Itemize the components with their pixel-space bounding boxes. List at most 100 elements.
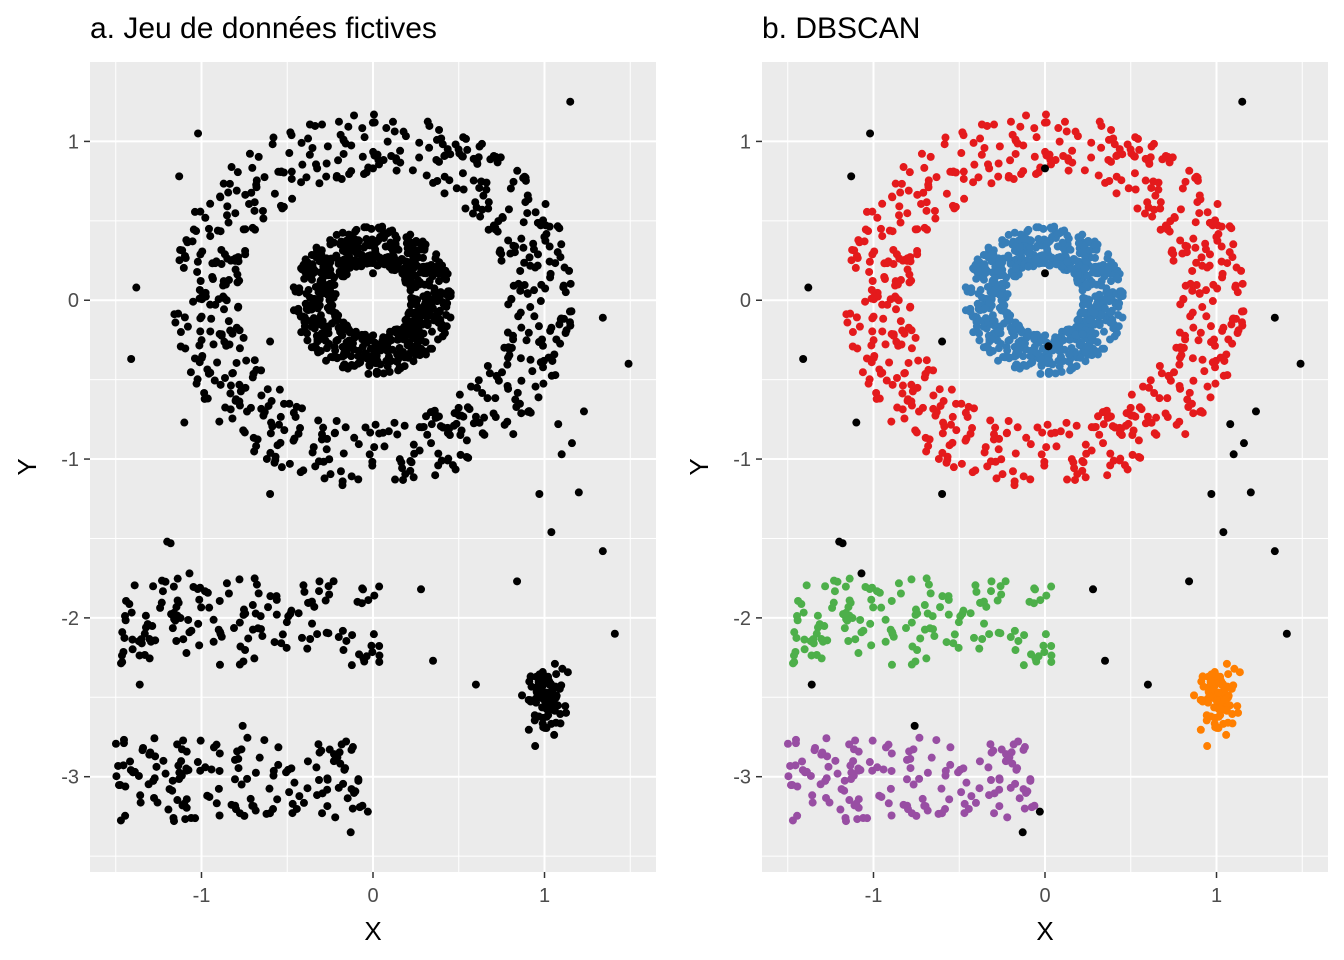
data-point [526,355,535,364]
data-point [888,193,897,202]
data-point [360,223,369,232]
data-point [1175,360,1184,369]
data-point [1032,223,1041,232]
data-point [485,369,494,378]
data-point [1187,399,1196,408]
data-point [338,481,347,490]
data-point [793,811,802,820]
data-point [859,626,868,635]
data-point [862,207,871,216]
data-point [561,288,570,297]
data-point [1203,742,1212,751]
data-point [524,695,533,704]
data-point [451,465,460,474]
data-point [189,225,198,234]
data-point [362,168,371,177]
data-point [550,730,559,739]
data-point [1185,166,1194,175]
data-point [1080,294,1089,303]
data-point [1106,308,1115,317]
data-point [260,736,269,745]
data-point [299,798,308,807]
data-point [907,575,916,584]
data-point [1179,295,1188,304]
data-point [855,322,864,331]
y-tick-label: -1 [61,449,79,471]
data-point [1022,433,1031,442]
data-point [824,762,833,771]
data-point [476,212,485,221]
data-point [332,253,341,262]
data-point [471,412,480,421]
data-point [1175,381,1184,390]
data-point [1013,423,1022,432]
data-point [961,408,970,417]
data-point [882,376,891,385]
data-point [480,413,489,422]
data-point [1212,232,1221,241]
data-point [360,243,369,252]
data-point [1052,442,1061,451]
data-point [336,467,345,476]
data-point [557,240,566,249]
data-point [536,297,545,306]
data-point [1203,263,1212,272]
data-point [474,153,483,162]
data-point [408,166,417,175]
data-point [551,259,560,268]
data-point [938,448,947,457]
data-point [1152,413,1161,422]
data-point [1002,273,1011,282]
data-point [1067,344,1076,352]
data-point [1056,252,1065,261]
data-point [299,466,308,475]
data-point [272,610,281,619]
data-point [1212,696,1221,705]
data-point [280,426,289,435]
data-point [127,608,136,617]
noise-point [266,490,275,498]
data-point [514,312,523,321]
data-point [800,645,809,654]
data-point [1024,225,1033,234]
noise-point [135,680,144,689]
data-point [273,795,282,804]
data-point [893,403,902,412]
data-point [427,439,436,448]
data-point [1044,369,1053,378]
data-point [309,443,318,452]
data-point [212,740,221,749]
data-point [1043,239,1052,248]
data-point [1011,449,1020,458]
data-point [270,458,279,467]
data-point [387,152,396,161]
data-point [957,459,966,468]
data-point [867,595,876,604]
data-point [542,712,551,721]
data-point [230,775,239,784]
y-tick-label: -2 [733,608,751,630]
data-point [332,171,341,180]
data-point [553,248,562,257]
data-point [223,211,231,220]
data-point [278,630,287,639]
data-point [1145,159,1154,168]
data-point [265,784,274,793]
data-point [1094,171,1103,180]
data-point [339,263,348,272]
data-point [216,193,225,202]
data-point [322,172,331,181]
data-point [1227,684,1236,693]
data-point [976,598,985,607]
data-point [1211,356,1220,365]
data-point [1051,428,1060,437]
data-point [822,734,831,743]
data-point [1191,218,1200,227]
data-point [1030,152,1039,161]
data-point [547,680,556,689]
data-point [1139,382,1148,391]
data-point [1096,310,1105,319]
data-point [206,368,215,377]
data-point [203,791,212,800]
